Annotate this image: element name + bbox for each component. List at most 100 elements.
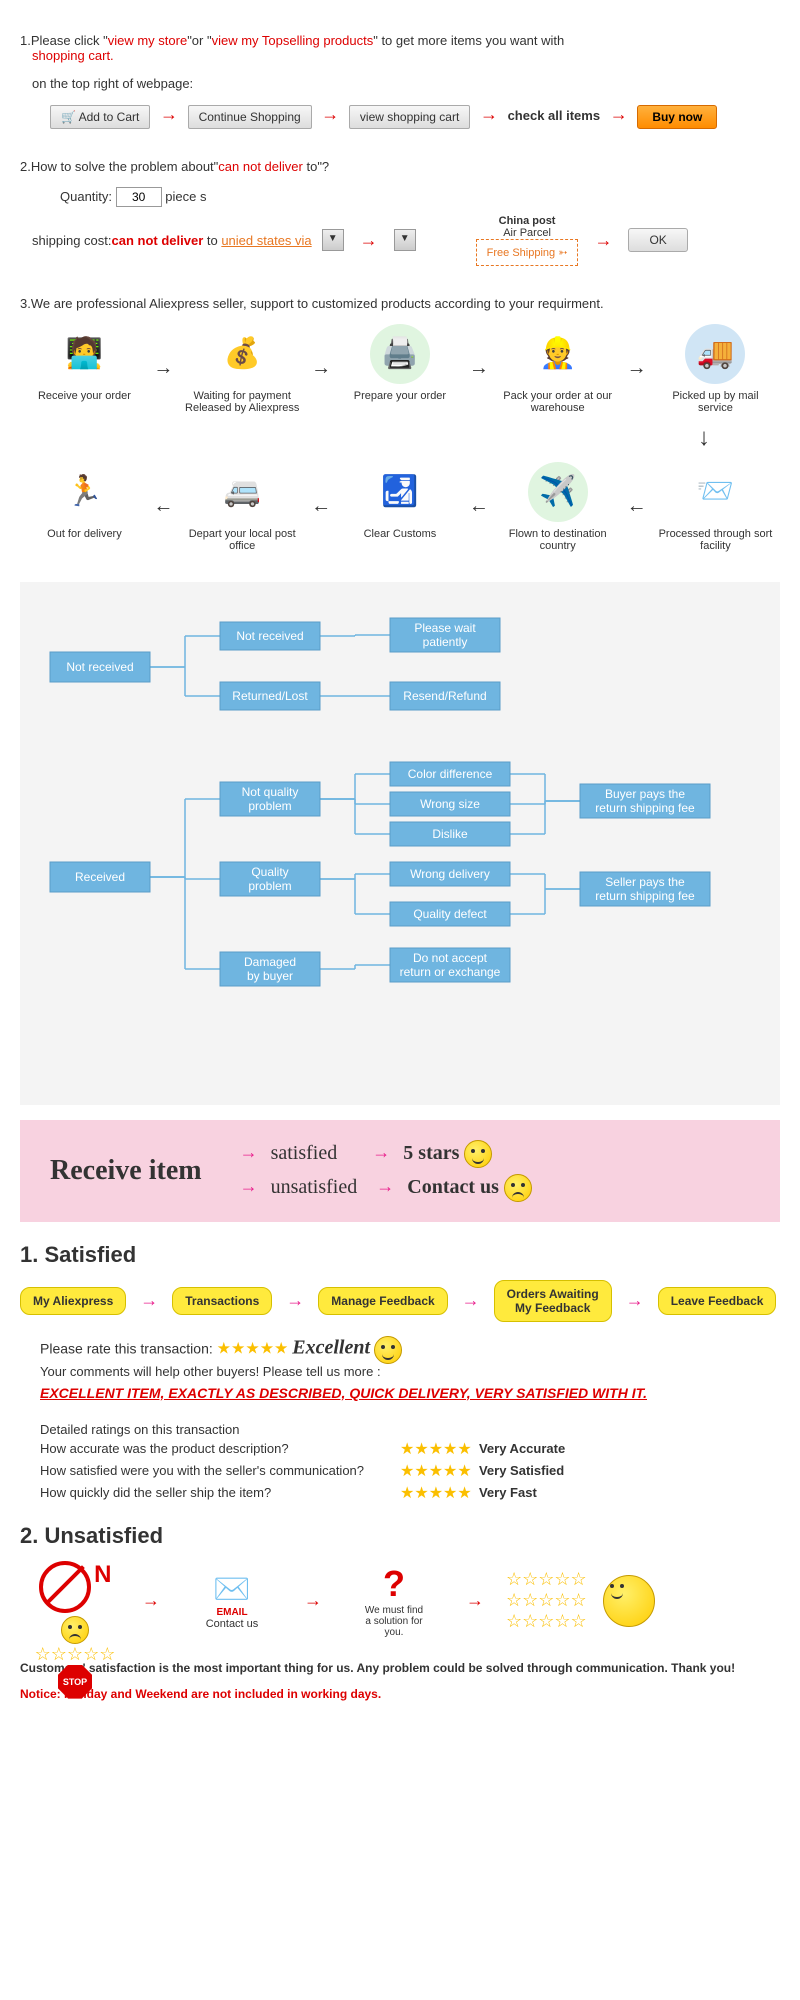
step-button[interactable]: Leave Feedback: [658, 1287, 777, 1315]
qty-label: Quantity:: [60, 189, 112, 204]
arrow-icon: →: [240, 1176, 258, 1196]
svg-text:problem: problem: [248, 879, 291, 893]
shopping-cart-text: shopping cart.: [32, 48, 114, 63]
svg-text:Not quality: Not quality: [242, 785, 299, 799]
star-icon: ★★★★★: [217, 1340, 289, 1357]
process-step: 👷Pack your order at our warehouse: [498, 324, 618, 414]
arrow-icon: →: [240, 1142, 258, 1162]
unsatisfied-heading: 2. Unsatisfied: [20, 1523, 780, 1549]
process-step: 💰Waiting for payment Released by Aliexpr…: [182, 324, 302, 414]
no-block: N ☆☆☆☆☆ STOP: [30, 1561, 120, 1641]
intro-section: 1.Please click "view my store"or "view m…: [20, 33, 780, 129]
buy-now-button[interactable]: Buy now: [637, 105, 717, 129]
sad-icon: [61, 1616, 89, 1644]
text: " to get more items you want with: [373, 33, 564, 48]
stars-result: ☆☆☆☆☆ ☆☆☆☆☆ ☆☆☆☆☆: [506, 1569, 587, 1632]
problem-section: 2.How to solve the problem about"can not…: [20, 159, 780, 266]
flowchart-section: Not receivedNot receivedReturned/LostPle…: [20, 582, 780, 1105]
svg-text:Not received: Not received: [66, 660, 133, 674]
label: Add to Cart: [79, 110, 140, 124]
email-block: ✉️ EMAIL Contact us: [182, 1572, 282, 1630]
a1: Very Accurate: [479, 1441, 565, 1456]
arrow-icon: →: [321, 104, 339, 124]
dropdown-icon[interactable]: ▼: [394, 229, 416, 251]
q3: How quickly did the seller ship the item…: [40, 1485, 400, 1500]
dropdown-icon[interactable]: ▼: [322, 229, 344, 251]
quantity-input[interactable]: [116, 187, 162, 207]
rate-label: Please rate this transaction:: [40, 1340, 213, 1356]
find-solution-label: We must find a solution for you.: [344, 1605, 444, 1638]
question-icon: ?: [344, 1563, 444, 1605]
view-cart-button[interactable]: view shopping cart: [349, 105, 470, 129]
satisfied-label: satisfied: [271, 1141, 338, 1163]
intro-subline: on the top right of webpage:: [32, 76, 780, 91]
star-icon: ★★★★★: [400, 1483, 472, 1503]
svg-text:Color difference: Color difference: [408, 767, 493, 781]
satisfied-heading: 1. Satisfied: [20, 1242, 780, 1268]
excellent-label: Excellent: [292, 1336, 370, 1358]
smiley-icon: [464, 1140, 492, 1168]
arrow-icon: →: [466, 1590, 484, 1611]
arrow-icon: →: [376, 1176, 394, 1196]
country-link[interactable]: unied states via: [221, 233, 311, 248]
svg-text:Resend/Refund: Resend/Refund: [403, 689, 486, 703]
arrow-icon: →: [480, 104, 498, 124]
link-topselling[interactable]: view my Topselling products: [212, 33, 374, 48]
rating-row: How satisfied were you with the seller's…: [40, 1461, 780, 1481]
svg-text:Quality: Quality: [251, 865, 288, 879]
process-row-bottom: 🏃Out for delivery←🚐Depart your local pos…: [20, 462, 780, 552]
footer-line-2: Notice: Holiday and Weekend are not incl…: [20, 1687, 780, 1701]
step-button[interactable]: My Aliexpress: [20, 1287, 126, 1315]
add-to-cart-button[interactable]: 🛒 Add to Cart: [50, 105, 150, 129]
ok-button[interactable]: OK: [628, 228, 687, 252]
svg-text:Damaged: Damaged: [244, 955, 296, 969]
rate-row: Please rate this transaction: ★★★★★ Exce…: [40, 1336, 780, 1364]
button-row: 🛒 Add to Cart → Continue Shopping → view…: [50, 104, 780, 129]
ship-label: shipping cost:: [32, 233, 112, 248]
arrow-icon: →: [360, 230, 378, 251]
stop-icon: STOP: [58, 1665, 92, 1699]
svg-text:Quality defect: Quality defect: [413, 907, 487, 921]
svg-text:Please wait: Please wait: [414, 621, 476, 635]
arrow-icon: →: [627, 357, 647, 380]
process-diagram: 🧑‍💻Receive your order → 💰Waiting for payme…: [20, 324, 780, 552]
arrow-icon: ←: [311, 495, 331, 518]
step-button[interactable]: Transactions: [172, 1287, 272, 1315]
envelope-icon: ✉️: [182, 1572, 282, 1607]
svg-text:problem: problem: [248, 799, 291, 813]
svg-text:Wrong size: Wrong size: [420, 797, 480, 811]
step-button[interactable]: Orders Awaiting My Feedback: [494, 1280, 612, 1322]
arrow-icon: ←: [153, 495, 173, 518]
star-icon: ★★★★★: [400, 1461, 472, 1481]
arrow-icon: →: [160, 104, 178, 124]
continue-shopping-button[interactable]: Continue Shopping: [188, 105, 312, 129]
problem-heading: 2.How to solve the problem about"can not…: [20, 159, 780, 174]
process-step: 🖨️Prepare your order: [340, 324, 460, 402]
svg-text:Dislike: Dislike: [432, 827, 468, 841]
comments-line: Your comments will help other buyers! Pl…: [40, 1364, 780, 1379]
arrow-icon: →: [304, 1590, 322, 1611]
china-post-label: China post: [476, 215, 579, 227]
process-step: 🚐Depart your local post office: [182, 462, 302, 552]
link-view-store[interactable]: view my store: [108, 33, 187, 48]
star-icon: ☆☆☆☆☆: [506, 1569, 587, 1589]
star-icon: ★★★★★: [400, 1439, 472, 1459]
process-row-top: 🧑‍💻Receive your order → 💰Waiting for payme…: [20, 324, 780, 414]
line-3: 3.We are professional Aliexpress seller,…: [20, 296, 780, 311]
text: to"?: [303, 159, 329, 174]
process-step: 🧑‍💻Receive your order: [24, 324, 144, 402]
svg-text:return shipping fee: return shipping fee: [595, 889, 695, 903]
contact-label: Contact us: [182, 1618, 282, 1630]
big-smiley-icon: [603, 1575, 655, 1627]
cannot-deliver: can not deliver: [112, 233, 204, 248]
svg-text:Wrong delivery: Wrong delivery: [410, 867, 490, 881]
intro-line-1: 1.Please click "view my store"or "view m…: [20, 33, 780, 63]
rating-row: How accurate was the product description…: [40, 1439, 780, 1459]
svg-text:Buyer pays the: Buyer pays the: [605, 787, 685, 801]
down-arrow-icon: ↓: [20, 424, 780, 452]
svg-text:Do not accept: Do not accept: [413, 951, 488, 965]
text: "or ": [187, 33, 211, 48]
step-button[interactable]: Manage Feedback: [318, 1287, 447, 1315]
contact-label: Contact us: [407, 1175, 499, 1197]
satisfied-steps-row: My Aliexpress→Transactions→Manage Feedba…: [20, 1280, 780, 1322]
